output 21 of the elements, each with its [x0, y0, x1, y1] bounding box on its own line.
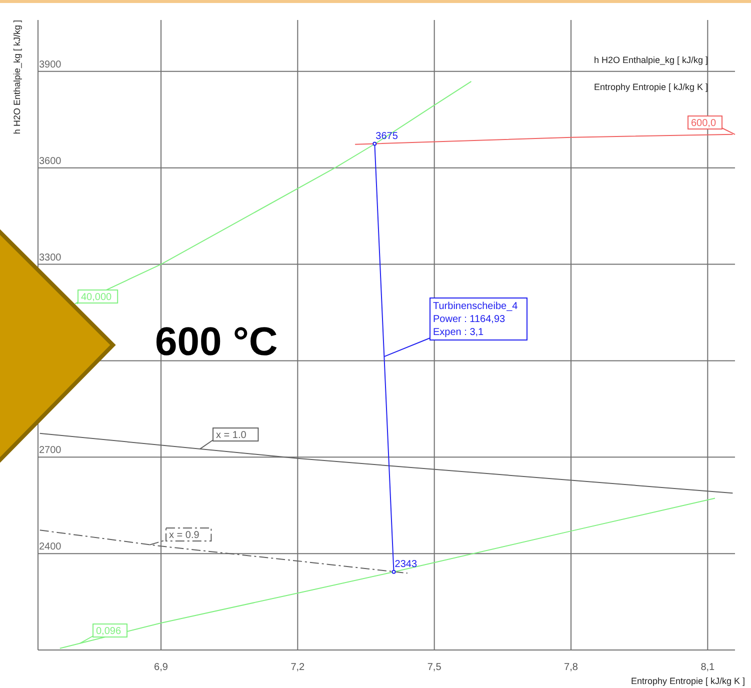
annotation: Entrophy Entropie [ kJ/kg K ]: [594, 82, 708, 92]
series-label: x = 1.0: [216, 430, 247, 441]
series-label: 40,000: [81, 292, 112, 303]
y-tick-label: 3900: [39, 59, 62, 70]
x-tick-label: 7,2: [290, 662, 306, 673]
x-axis-title: Entrophy Entropie [ kJ/kg K ]: [630, 676, 745, 686]
x-tick-label: 7,5: [427, 662, 442, 673]
y-tick-label: 3600: [39, 156, 62, 167]
data-label: 2343: [394, 558, 418, 570]
annotation: h H2O Enthalpie_kg [ kJ/kg ]: [594, 55, 708, 65]
x-tick-label: 6,9: [154, 662, 168, 673]
x-tick-label: 8,1: [700, 662, 716, 673]
series-label: 0,096: [96, 626, 122, 637]
y-tick-label: 2700: [39, 445, 62, 456]
x-tick-label: 7,8: [564, 662, 578, 673]
y-tick-label: 2400: [39, 542, 62, 553]
y-tick-label: 3300: [39, 252, 62, 264]
y-axis-title: h H2O Enthalpie_kg [ kJ/kg ]: [12, 20, 22, 134]
annotation: Turbinenscheibe_4 Power : 1164,93 Expen : 3,1: [433, 301, 518, 338]
legend-label: x = 0.9: [169, 530, 200, 541]
series-label: 600,0: [691, 118, 716, 129]
